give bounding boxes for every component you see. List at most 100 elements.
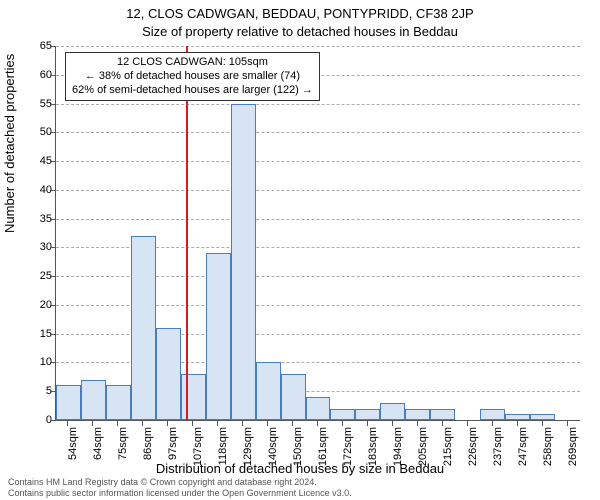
x-tick-mark bbox=[142, 421, 143, 426]
histogram-bar bbox=[505, 414, 530, 420]
histogram-bar bbox=[355, 409, 380, 421]
y-tick-label: 40 bbox=[22, 184, 52, 196]
histogram-bar bbox=[181, 374, 206, 420]
x-tick-label: 161sqm bbox=[317, 427, 329, 466]
x-tick-mark bbox=[517, 421, 518, 426]
histogram-bar bbox=[380, 403, 405, 420]
histogram-bar bbox=[256, 362, 281, 420]
x-tick-label: 129sqm bbox=[242, 427, 254, 466]
x-tick-mark bbox=[317, 421, 318, 426]
y-tick-label: 0 bbox=[22, 414, 52, 426]
y-tick-mark bbox=[50, 190, 55, 191]
x-tick-label: 194sqm bbox=[392, 427, 404, 466]
annotation-line-3: 62% of semi-detached houses are larger (… bbox=[72, 84, 313, 98]
x-tick-mark bbox=[492, 421, 493, 426]
x-tick-label: 118sqm bbox=[217, 427, 229, 465]
x-tick-mark bbox=[267, 421, 268, 426]
gridline bbox=[56, 46, 580, 47]
x-tick-mark bbox=[117, 421, 118, 426]
attribution: Contains HM Land Registry data © Crown c… bbox=[8, 477, 352, 498]
histogram-bar bbox=[530, 414, 555, 420]
y-tick-mark bbox=[50, 276, 55, 277]
y-tick-mark bbox=[50, 305, 55, 306]
x-tick-label: 205sqm bbox=[417, 427, 429, 466]
page-subtitle: Size of property relative to detached ho… bbox=[0, 24, 600, 39]
x-tick-label: 183sqm bbox=[367, 427, 379, 466]
histogram-bar bbox=[330, 409, 355, 421]
x-tick-mark bbox=[417, 421, 418, 426]
y-tick-label: 50 bbox=[22, 126, 52, 138]
x-tick-mark bbox=[567, 421, 568, 426]
x-tick-label: 64sqm bbox=[92, 427, 104, 460]
y-tick-mark bbox=[50, 75, 55, 76]
histogram-bar bbox=[56, 385, 81, 420]
histogram-plot bbox=[55, 46, 580, 421]
attribution-line-1: Contains HM Land Registry data © Crown c… bbox=[8, 477, 352, 487]
x-tick-mark bbox=[367, 421, 368, 426]
x-tick-label: 247sqm bbox=[517, 427, 529, 466]
x-tick-label: 226sqm bbox=[467, 427, 479, 466]
x-tick-label: 215sqm bbox=[442, 427, 454, 466]
annotation-line-2: ← 38% of detached houses are smaller (74… bbox=[72, 70, 313, 84]
attribution-line-2: Contains public sector information licen… bbox=[8, 488, 352, 498]
gridline bbox=[56, 219, 580, 220]
x-tick-mark bbox=[292, 421, 293, 426]
x-tick-label: 172sqm bbox=[342, 427, 354, 466]
y-tick-label: 30 bbox=[22, 241, 52, 253]
y-tick-mark bbox=[50, 420, 55, 421]
gridline bbox=[56, 104, 580, 105]
x-tick-mark bbox=[192, 421, 193, 426]
x-tick-label: 150sqm bbox=[292, 427, 304, 466]
x-tick-mark bbox=[542, 421, 543, 426]
y-tick-label: 35 bbox=[22, 213, 52, 225]
y-tick-mark bbox=[50, 46, 55, 47]
annotation-box: 12 CLOS CADWGAN: 105sqm ← 38% of detache… bbox=[65, 52, 320, 101]
histogram-bar bbox=[156, 328, 181, 420]
histogram-bar bbox=[131, 236, 156, 420]
x-tick-label: 140sqm bbox=[267, 427, 279, 466]
x-tick-label: 258sqm bbox=[542, 427, 554, 466]
x-tick-label: 97sqm bbox=[167, 427, 179, 460]
y-tick-label: 20 bbox=[22, 299, 52, 311]
y-tick-mark bbox=[50, 219, 55, 220]
x-tick-mark bbox=[467, 421, 468, 426]
y-tick-label: 55 bbox=[22, 98, 52, 110]
y-tick-label: 25 bbox=[22, 270, 52, 282]
gridline bbox=[56, 132, 580, 133]
x-tick-label: 54sqm bbox=[67, 427, 79, 460]
histogram-bar bbox=[206, 253, 231, 420]
x-tick-mark bbox=[92, 421, 93, 426]
x-tick-label: 237sqm bbox=[492, 427, 504, 466]
x-tick-mark bbox=[167, 421, 168, 426]
histogram-bar bbox=[306, 397, 331, 420]
x-tick-label: 107sqm bbox=[192, 427, 204, 466]
x-tick-mark bbox=[67, 421, 68, 426]
y-tick-label: 5 bbox=[22, 385, 52, 397]
y-axis-label: Number of detached properties bbox=[2, 54, 17, 233]
y-tick-mark bbox=[50, 391, 55, 392]
y-tick-mark bbox=[50, 161, 55, 162]
y-tick-label: 15 bbox=[22, 328, 52, 340]
x-tick-mark bbox=[442, 421, 443, 426]
page-title: 12, CLOS CADWGAN, BEDDAU, PONTYPRIDD, CF… bbox=[0, 6, 600, 21]
y-tick-mark bbox=[50, 132, 55, 133]
x-tick-label: 269sqm bbox=[567, 427, 579, 466]
x-tick-mark bbox=[217, 421, 218, 426]
y-tick-label: 65 bbox=[22, 40, 52, 52]
y-tick-mark bbox=[50, 247, 55, 248]
histogram-bar bbox=[106, 385, 131, 420]
y-tick-mark bbox=[50, 104, 55, 105]
histogram-bar bbox=[81, 380, 106, 420]
histogram-bar bbox=[281, 374, 306, 420]
annotation-line-1: 12 CLOS CADWGAN: 105sqm bbox=[72, 56, 313, 70]
y-tick-mark bbox=[50, 334, 55, 335]
y-tick-label: 10 bbox=[22, 356, 52, 368]
x-tick-mark bbox=[242, 421, 243, 426]
histogram-bar bbox=[430, 409, 455, 421]
gridline bbox=[56, 190, 580, 191]
y-tick-mark bbox=[50, 362, 55, 363]
reference-line bbox=[186, 46, 188, 420]
x-tick-label: 86sqm bbox=[142, 427, 154, 460]
y-tick-label: 60 bbox=[22, 69, 52, 81]
histogram-bar bbox=[405, 409, 430, 421]
